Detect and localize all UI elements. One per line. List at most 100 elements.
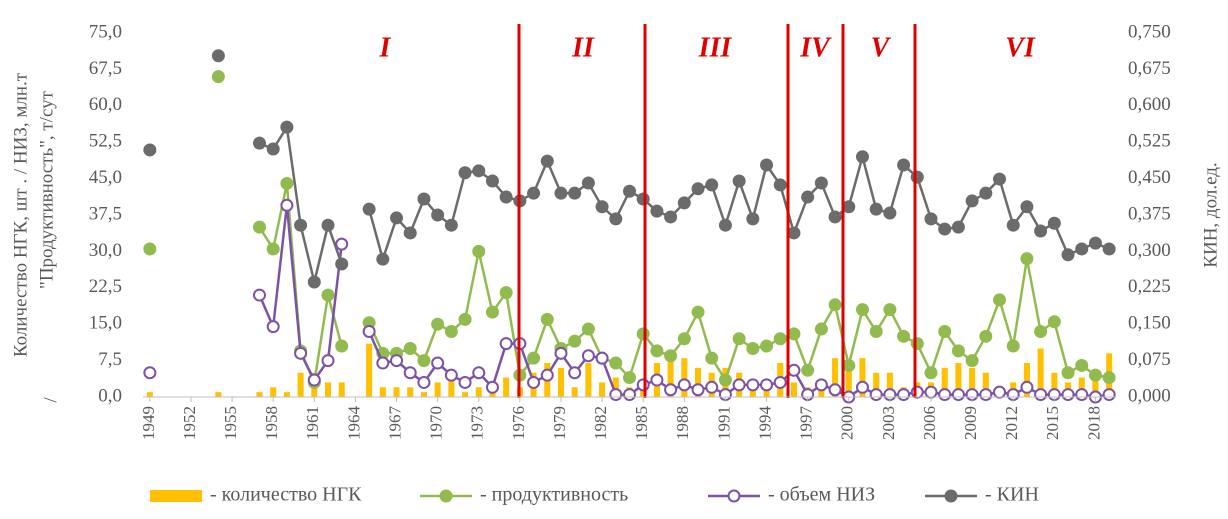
point [472,164,486,178]
point [1034,324,1048,338]
x-tick-label: 1982 [591,406,610,440]
point [294,218,308,232]
y-tick-label: 67,5 [89,58,122,79]
point [403,366,417,380]
bar [640,387,647,397]
point [924,212,938,226]
point [842,358,856,372]
x-tick-label: 1949 [139,406,158,440]
point [1075,358,1089,372]
x-tick-label: 1952 [180,406,199,440]
bar [489,392,496,397]
point [677,332,691,346]
point [883,206,897,220]
point [869,324,883,338]
point [472,366,486,380]
point [321,218,335,232]
bar [146,392,153,397]
point [280,198,294,212]
x-tick-label: 2018 [1084,406,1103,440]
bar [434,382,441,397]
bar [749,387,756,397]
point [609,388,623,402]
x-tick-label: 2015 [1043,406,1062,440]
bar [338,382,345,397]
point [746,212,760,226]
point [335,257,349,271]
point [787,327,801,341]
point [335,339,349,353]
x-tick-label: 2003 [879,406,898,440]
y2-tick-label: 0,525 [1128,131,1171,152]
point [1088,368,1102,382]
point [718,218,732,232]
point [307,275,321,289]
bar [557,367,564,397]
point [979,186,993,200]
point [1034,388,1048,402]
point [554,346,568,360]
point [376,252,390,266]
bar [256,392,263,397]
bar [886,372,893,397]
point [801,190,815,204]
point [540,368,554,382]
point [609,212,623,226]
point [1020,380,1034,394]
point [321,354,335,368]
point [390,354,404,368]
point [266,320,280,334]
point [636,378,650,392]
point [828,383,842,397]
point [458,375,472,389]
x-tick-label: 1985 [632,406,651,440]
bar [297,372,304,397]
point [568,334,582,348]
point [444,218,458,232]
point [732,332,746,346]
point [773,178,787,192]
point [431,208,445,222]
x-tick-label: 1991 [714,406,733,440]
y-axis-title: / [40,397,61,403]
bar [462,392,469,397]
point [910,337,924,351]
point [677,378,691,392]
point [1020,200,1034,214]
y2-tick-label: 0,075 [1128,349,1171,370]
point [869,388,883,402]
x-tick-label: 1988 [673,406,692,440]
point [787,363,801,377]
point [993,385,1007,399]
y2-axis-title: КИН, дол.ед. [1200,162,1221,267]
point [417,375,431,389]
y-tick-label: 30,0 [89,240,122,261]
y2-tick-label: 0,675 [1128,58,1171,79]
y2-tick-label: 0,750 [1128,21,1171,42]
point [760,339,774,353]
bar [393,387,400,397]
point [485,380,499,394]
y2-tick-label: 0,600 [1128,94,1171,115]
point [732,378,746,392]
point [993,293,1007,307]
x-tick-label: 1994 [755,406,774,441]
point [773,375,787,389]
point [403,226,417,240]
point [869,202,883,216]
point [527,186,541,200]
point [650,373,664,387]
point [705,178,719,192]
point [636,327,650,341]
point [650,204,664,218]
point [746,341,760,355]
legend-label: - КИН [985,484,1039,506]
point [568,366,582,380]
x-tick-label: 1997 [797,406,816,441]
bar [695,367,702,397]
point [897,158,911,172]
period-label: I [379,32,392,63]
x-tick-label: 1964 [344,406,363,441]
point [664,349,678,363]
y2-tick-label: 0,000 [1128,385,1171,406]
